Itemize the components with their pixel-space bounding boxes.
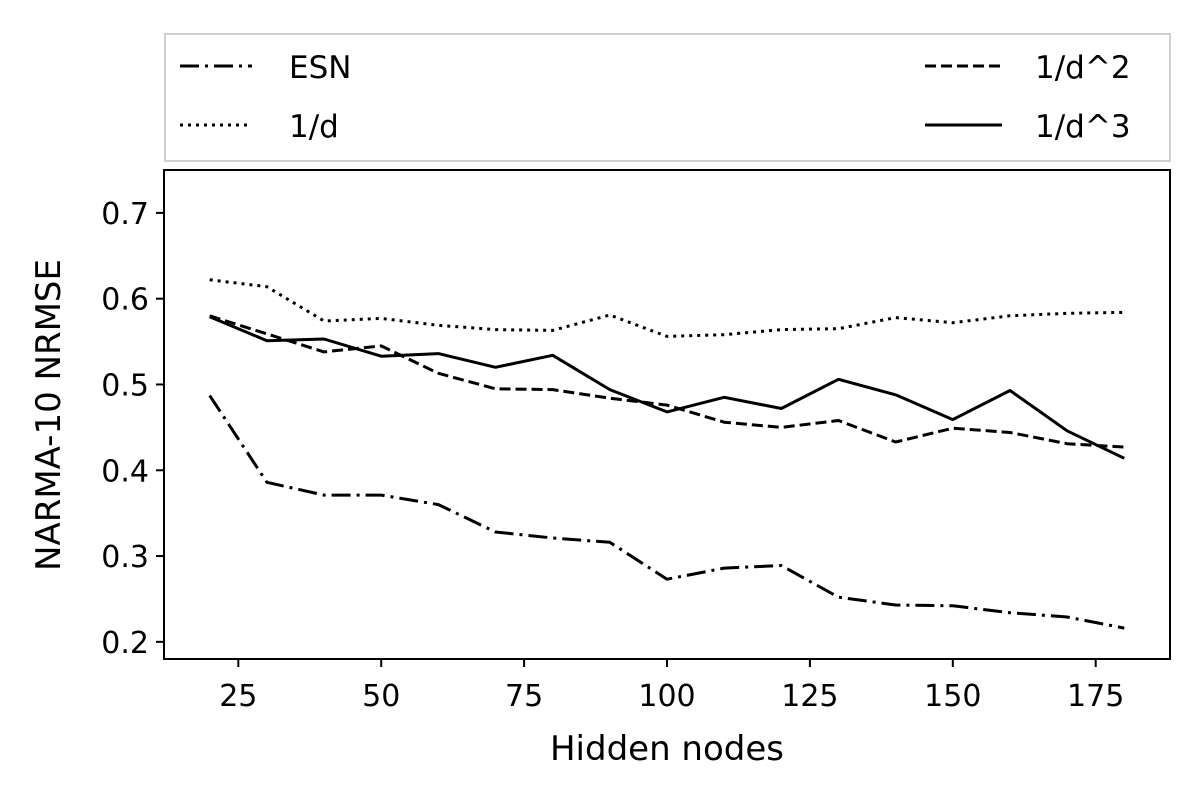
x-axis: 25 50 75 100 125 150 175 — [219, 659, 1124, 714]
legend-label-1-d2: 1/d^2 — [1035, 50, 1131, 86]
series-line-1-d — [209, 278, 1125, 338]
x-tick-label: 25 — [219, 679, 257, 714]
y-tick-label: 0.5 — [101, 368, 149, 403]
legend: ESN 1/d 1/d^2 1/d^3 — [164, 33, 1171, 162]
y-tick-label: 0.4 — [101, 454, 149, 489]
y-axis-title: NARMA-10 NRMSE — [29, 259, 69, 571]
x-tick-label: 50 — [362, 679, 400, 714]
plot-area: 25 50 75 100 125 150 175 0.2 0.3 0.4 0.5 0.6 0.7 — [101, 169, 1171, 714]
y-axis: 0.2 0.3 0.4 0.5 0.6 0.7 — [101, 197, 164, 661]
series-line-1-d-2 — [209, 314, 1125, 449]
series-layer — [208, 278, 1125, 630]
x-tick-label: 150 — [924, 679, 981, 714]
y-tick-label: 0.6 — [101, 283, 149, 318]
y-tick-label: 0.7 — [101, 197, 149, 232]
series-line-1-d-3 — [209, 315, 1125, 460]
y-tick-label: 0.3 — [101, 540, 149, 575]
series-line-esn — [208, 394, 1125, 630]
legend-label-esn: ESN — [289, 50, 351, 86]
x-tick-label: 175 — [1067, 679, 1124, 714]
x-tick-label: 125 — [781, 679, 838, 714]
x-tick-label: 100 — [638, 679, 695, 714]
legend-label-1-d: 1/d — [289, 109, 339, 145]
legend-frame — [164, 33, 1171, 162]
x-tick-label: 75 — [505, 679, 543, 714]
x-axis-title: Hidden nodes — [550, 729, 784, 769]
legend-label-1-d3: 1/d^3 — [1035, 109, 1131, 145]
y-tick-label: 0.2 — [101, 626, 149, 661]
